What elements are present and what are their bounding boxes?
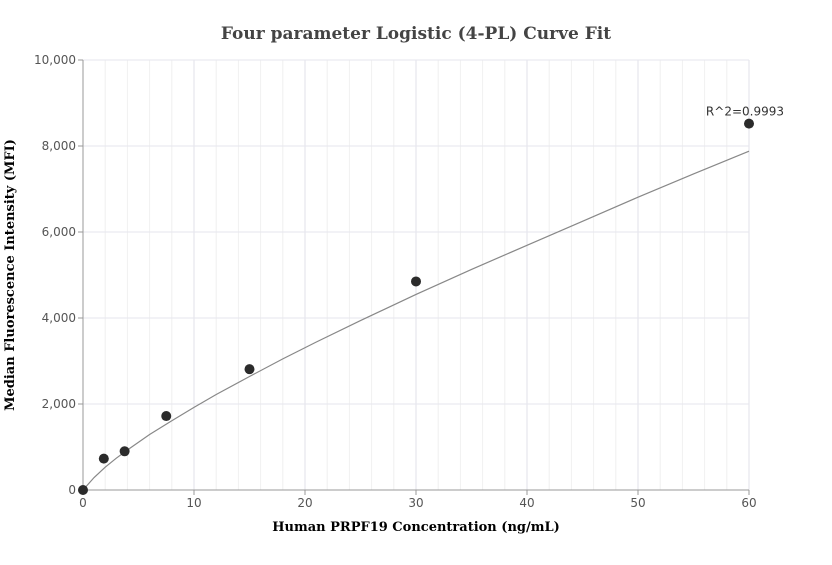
x-tick-label: 20 — [297, 496, 312, 510]
fit-curve — [82, 150, 750, 491]
y-tick-label: 2,000 — [42, 397, 76, 411]
axes: 0 10 20 30 40 50 60 0 2,000 4,000 6,000 8,000 10,000 — [34, 53, 757, 510]
data-point — [411, 276, 421, 287]
x-tick-label: 0 — [79, 496, 87, 510]
y-tick-label: 0 — [68, 483, 76, 497]
x-tick-label: 50 — [630, 496, 645, 510]
y-tick-label: 6,000 — [42, 225, 76, 239]
x-tick-label: 60 — [741, 496, 756, 510]
x-axis-title: Human PRPF19 Concentration (ng/mL) — [272, 520, 560, 535]
r-squared-label: R^2=0.9993 — [706, 105, 784, 119]
chart-title: Four parameter Logistic (4-PL) Curve Fit — [221, 24, 611, 44]
data-point — [244, 364, 255, 375]
data-point — [119, 446, 130, 457]
data-points — [78, 118, 754, 495]
data-point — [78, 485, 88, 495]
data-point — [161, 411, 172, 422]
x-tick-label: 40 — [519, 496, 534, 510]
y-tick-label: 4,000 — [42, 311, 76, 325]
x-tick-label: 30 — [408, 496, 423, 510]
y-tick-label: 8,000 — [42, 139, 76, 153]
fit-curve-layer — [82, 150, 750, 491]
data-point — [98, 453, 109, 464]
y-tick-label: 10,000 — [34, 53, 76, 67]
y-axis-title: Median Fluorescence Intensity (MFI) — [3, 139, 18, 411]
grid — [83, 59, 750, 490]
x-tick-label: 10 — [186, 496, 201, 510]
annotations: R^2=0.9993 — [706, 105, 784, 119]
data-point — [744, 118, 754, 129]
